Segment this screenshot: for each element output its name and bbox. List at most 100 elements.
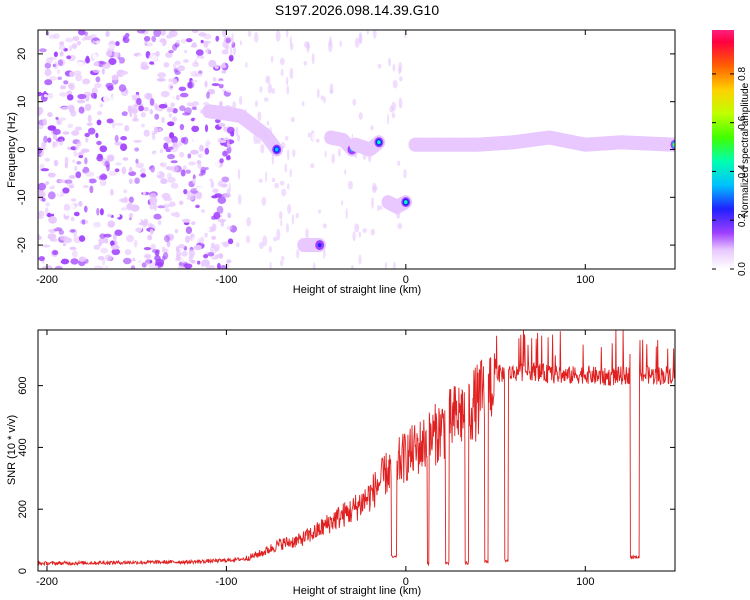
noise-speck: [75, 73, 83, 82]
noise-speck: [163, 197, 173, 202]
noise-speck: [96, 155, 104, 162]
noise-speck: [66, 182, 75, 187]
noise-speck: [44, 207, 49, 215]
noise-speck: [118, 84, 127, 92]
noise-streak: [237, 168, 241, 180]
noise-streak: [311, 53, 315, 65]
noise-speck: [181, 209, 190, 216]
noise-speck: [64, 210, 71, 216]
noise-speck: [91, 87, 98, 95]
noise-streak: [398, 97, 403, 109]
noise-speck: [192, 30, 199, 34]
noise-speck: [192, 236, 200, 243]
noise-speck: [182, 112, 191, 116]
noise-speck: [69, 71, 75, 78]
noise-speck: [169, 132, 175, 139]
noise-speck: [218, 83, 224, 89]
noise-speck: [104, 160, 110, 168]
noise-speck: [57, 188, 61, 196]
noise-streak: [286, 85, 290, 95]
noise-speck: [192, 137, 199, 142]
noise-speck: [218, 139, 227, 143]
noise-speck: [148, 53, 158, 62]
noise-streak: [341, 200, 344, 206]
noise-speck: [175, 94, 180, 101]
noise-speck: [185, 38, 193, 43]
noise-streak: [259, 241, 264, 250]
noise-speck: [191, 125, 200, 133]
y-tick-label: 600: [17, 376, 29, 394]
noise-speck: [144, 253, 152, 259]
noise-speck: [120, 136, 127, 141]
noise-speck: [221, 49, 229, 55]
noise-speck: [129, 166, 133, 173]
snr-x-axis-title: Height of straight line (km): [293, 585, 421, 597]
noise-speck: [38, 262, 42, 268]
noise-streak: [346, 228, 352, 239]
noise-streak: [269, 261, 272, 269]
noise-streak: [245, 62, 248, 68]
noise-streak: [270, 55, 274, 63]
noise-streak: [303, 60, 308, 66]
noise-streak: [232, 46, 237, 56]
noise-speck: [122, 157, 129, 161]
noise-speck: [67, 226, 71, 232]
colorbar-tick-label: 0.4: [737, 164, 748, 178]
noise-speck: [220, 64, 227, 69]
noise-speck: [95, 40, 102, 45]
noise-speck: [110, 189, 114, 196]
noise-speck: [42, 118, 48, 126]
noise-speck: [167, 153, 175, 160]
noise-speck: [168, 30, 178, 37]
noise-speck: [195, 181, 202, 187]
noise-speck: [161, 255, 166, 261]
noise-speck: [98, 241, 102, 247]
noise-speck: [165, 125, 169, 130]
colorbar-tick-label: 0.6: [737, 115, 748, 129]
noise-speck: [62, 242, 67, 247]
noise-speck: [149, 196, 158, 205]
noise-speck: [111, 248, 121, 256]
noise-speck: [99, 208, 104, 216]
noise-speck: [144, 40, 148, 46]
noise-streak: [254, 32, 259, 43]
track-4-blob: [404, 200, 408, 205]
noise-speck: [183, 59, 189, 63]
spectrogram-y-ticks: -20 -10 0 10 20: [16, 48, 675, 253]
noise-speck: [59, 85, 66, 90]
noise-speck: [177, 65, 186, 72]
noise-speck: [100, 119, 107, 127]
noise-speck: [53, 51, 59, 58]
noise-speck: [55, 138, 62, 142]
noise-speck: [157, 66, 166, 71]
noise-streak: [337, 148, 341, 157]
noise-speck: [157, 219, 162, 226]
noise-speck: [154, 113, 160, 120]
noise-speck: [57, 58, 66, 67]
noise-streak: [392, 63, 396, 72]
noise-speck: [122, 175, 128, 180]
noise-speck: [110, 244, 120, 250]
noise-speck: [199, 87, 206, 94]
noise-speck: [137, 53, 146, 60]
noise-speck: [49, 148, 57, 155]
noise-speck: [47, 191, 56, 200]
x-tick-label: 0: [403, 274, 409, 286]
noise-speck: [66, 55, 72, 60]
noise-speck: [86, 122, 93, 126]
noise-streak: [291, 213, 294, 225]
noise-speck: [117, 203, 124, 209]
spectrogram-y-axis-title: Frequency (Hz): [6, 112, 18, 188]
noise-speck: [96, 119, 102, 126]
noise-speck: [171, 206, 178, 212]
noise-speck: [141, 262, 147, 268]
noise-streak: [278, 220, 281, 226]
x-tick-label: 100: [576, 274, 594, 286]
noise-speck: [185, 226, 193, 234]
noise-speck: [101, 197, 111, 203]
noise-speck: [153, 30, 162, 37]
noise-speck: [75, 171, 82, 179]
noise-speck: [124, 125, 130, 132]
noise-speck: [73, 211, 80, 217]
